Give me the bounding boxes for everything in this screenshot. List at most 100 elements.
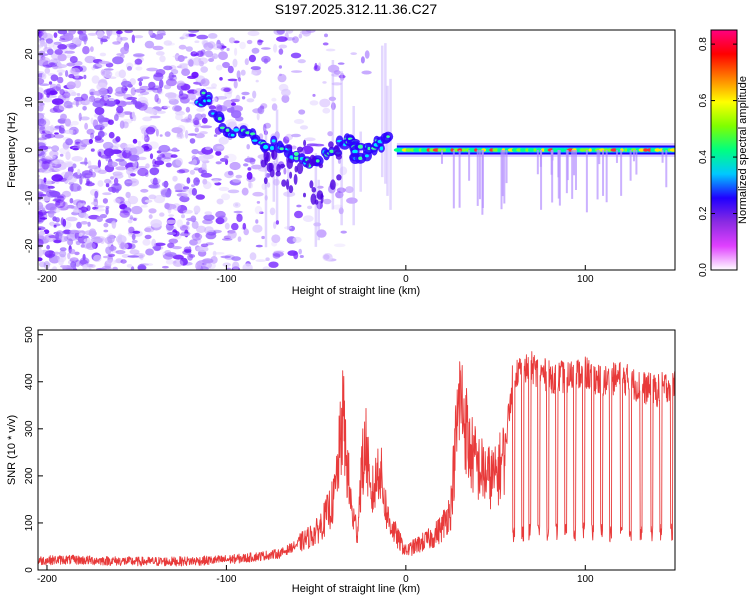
noise-blob	[227, 65, 234, 74]
noise-blob	[194, 237, 202, 245]
noise-blob	[62, 190, 71, 198]
noise-blob	[69, 56, 78, 63]
noise-blob	[215, 161, 222, 165]
noise-blob	[127, 210, 131, 217]
noise-blob	[162, 152, 174, 160]
colorbar-tick-label: 0.8	[698, 37, 709, 51]
noise-blob	[57, 195, 64, 199]
noise-blob	[38, 112, 46, 116]
noise-blob	[88, 95, 96, 103]
noise-blob	[93, 63, 103, 69]
noise-blob	[194, 127, 199, 133]
noise-blob	[148, 214, 153, 219]
noise-blob	[272, 251, 284, 257]
noise-blob	[201, 162, 207, 171]
chart-title: S197.2025.312.11.36.C27	[275, 1, 438, 17]
noise-blob	[251, 47, 260, 54]
noise-blob	[95, 205, 105, 208]
noise-blob	[126, 264, 133, 268]
noise-blob	[248, 54, 256, 63]
noise-blob	[268, 261, 279, 268]
noise-blob	[66, 232, 77, 242]
noise-blob	[193, 168, 205, 171]
noise-blob	[208, 58, 215, 62]
noise-blob	[246, 155, 250, 163]
noise-blob	[156, 98, 162, 104]
noise-blob	[191, 71, 199, 79]
noise-blob	[56, 69, 66, 73]
noise-blob	[99, 87, 108, 97]
spectrogram-xlabel: Height of straight line (km)	[292, 285, 420, 297]
noise-blob	[75, 99, 79, 108]
noise-blob	[157, 86, 163, 94]
noise-blob	[247, 30, 260, 37]
noise-blob	[125, 180, 137, 184]
noise-blob	[40, 55, 46, 60]
noise-blob	[111, 187, 117, 193]
noise-blob	[65, 204, 75, 209]
noise-blob	[193, 177, 200, 186]
noise-blob	[87, 165, 100, 170]
noise-blob	[276, 30, 285, 35]
noise-blob	[120, 259, 127, 264]
noise-blob	[297, 59, 306, 64]
noise-blob	[261, 55, 271, 63]
colorbar-gradient	[710, 29, 738, 271]
noise-blob	[235, 116, 244, 122]
trace-streak	[333, 145, 339, 156]
noise-blob	[177, 55, 185, 62]
noise-blob	[193, 119, 200, 126]
noise-blob	[215, 210, 226, 219]
noise-blob	[236, 70, 241, 79]
noise-blob	[51, 98, 64, 105]
noise-blob	[281, 88, 291, 97]
noise-blob	[134, 101, 143, 109]
noise-blob	[254, 205, 263, 215]
noise-blob	[182, 186, 190, 190]
steady-spot	[624, 148, 628, 152]
noise-blob	[100, 69, 106, 76]
noise-blob	[292, 236, 302, 243]
noise-blob	[65, 151, 71, 161]
noise-blob	[322, 81, 327, 84]
noise-blob	[191, 233, 203, 241]
noise-blob	[72, 148, 79, 151]
noise-blob	[194, 40, 200, 43]
noise-blob	[68, 74, 75, 79]
noise-blob	[118, 69, 127, 79]
noise-blob	[291, 70, 303, 73]
noise-blob	[63, 100, 73, 109]
noise-blob	[80, 244, 85, 248]
noise-blob	[175, 113, 183, 121]
noise-blob	[319, 98, 331, 108]
noise-blob	[255, 219, 259, 224]
noise-blob	[82, 264, 88, 270]
noise-blob	[249, 252, 257, 261]
steady-spot	[576, 148, 581, 152]
noise-blob	[131, 205, 143, 215]
y-tick-label: 10	[24, 96, 35, 108]
noise-blob	[51, 174, 63, 182]
noise-blob	[38, 226, 46, 231]
noise-blob	[75, 240, 81, 246]
noise-blob	[71, 156, 83, 162]
noise-blob	[64, 118, 71, 127]
noise-blob	[55, 232, 60, 241]
noise-blob	[79, 176, 83, 185]
noise-blob	[38, 178, 42, 187]
noise-blob	[215, 96, 228, 100]
noise-blob	[227, 170, 234, 176]
noise-blob	[179, 110, 184, 114]
noise-blob	[66, 54, 72, 59]
noise-blob	[215, 104, 223, 113]
colorbar-tick-label: 0.6	[698, 93, 709, 107]
noise-blob	[69, 257, 79, 263]
noise-blob	[102, 198, 108, 204]
noise-blob	[38, 194, 43, 201]
noise-blob	[148, 184, 159, 189]
noise-blob	[98, 151, 102, 157]
snr-frame	[37, 329, 676, 571]
noise-blob	[149, 153, 154, 160]
noise-blob	[44, 262, 52, 266]
noise-blob	[192, 51, 197, 55]
